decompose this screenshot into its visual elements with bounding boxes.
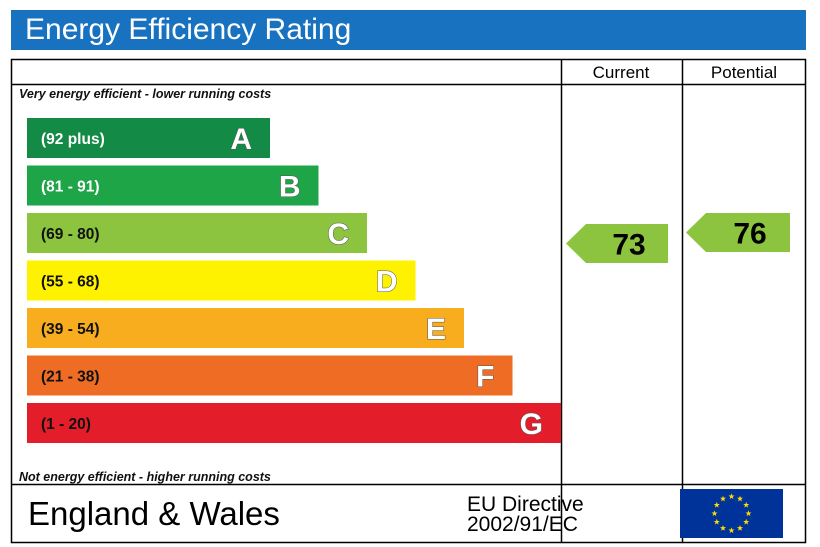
eu-star-icon (719, 525, 727, 531)
band-letter-f: F (476, 361, 494, 394)
eu-star-icon (736, 525, 744, 531)
header-current: Current (593, 63, 650, 82)
directive-line-2: 2002/91/EC (467, 513, 578, 536)
band-e: (39 - 54) E (27, 308, 464, 348)
note-very-efficient: Very energy efficient - lower running co… (19, 87, 271, 101)
current-rating-value: 73 (612, 229, 645, 262)
band-letter-d: D (376, 266, 398, 299)
note-not-efficient: Not energy efficient - higher running co… (19, 470, 271, 484)
current-rating-arrow: 73 (566, 224, 668, 263)
header-potential: Potential (711, 63, 777, 82)
band-b: (81 - 91) B (27, 165, 319, 206)
band-bar-a (27, 118, 270, 158)
band-range-c: (69 - 80) (41, 226, 100, 243)
rating-bands: (92 plus) A (81 - 91) B (69 - 80) C (55 - 68) D… (27, 118, 561, 443)
band-range-b: (81 - 91) (41, 179, 100, 196)
eu-star-icon (713, 518, 720, 525)
band-g: (1 - 20) G (27, 403, 561, 443)
rating-arrows: 73 76 (566, 213, 790, 263)
chart-frame (10, 58, 807, 544)
band-range-g: (1 - 20) (41, 416, 91, 433)
eu-star-icon (713, 501, 720, 508)
band-d: (55 - 68) D (27, 260, 416, 301)
band-c: (69 - 80) C (27, 213, 367, 253)
band-a: (92 plus) A (27, 118, 270, 158)
eu-star-icon (719, 495, 727, 502)
potential-arrow-shape (686, 213, 790, 252)
band-letter-c: C (327, 218, 349, 251)
band-bar-g (27, 403, 561, 443)
band-letter-a: A (230, 123, 252, 156)
chart-title: Energy Efficiency Rating (25, 13, 352, 46)
band-f: (21 - 38) F (27, 355, 513, 396)
eu-star-icon (728, 493, 735, 500)
directive-line-1: EU Directive (467, 493, 584, 516)
band-letter-e: E (426, 313, 446, 346)
eu-star-icon (711, 510, 718, 517)
current-arrow-shape (566, 224, 668, 263)
band-letter-b: B (279, 171, 301, 204)
eu-star-icon (743, 518, 750, 525)
band-range-a: (92 plus) (41, 131, 105, 148)
region-label: England & Wales (28, 495, 280, 532)
band-bar-c (27, 213, 367, 253)
eu-star-icon (745, 510, 752, 517)
eu-flag-icon (680, 489, 783, 538)
eu-star-icon (728, 527, 735, 534)
potential-rating-value: 76 (733, 218, 766, 251)
title-bar: Energy Efficiency Rating (11, 10, 806, 50)
band-range-d: (55 - 68) (41, 274, 100, 291)
band-bar-f (27, 355, 513, 396)
band-range-f: (21 - 38) (41, 369, 100, 386)
band-letter-g: G (520, 408, 543, 441)
eu-star-icon (736, 495, 744, 502)
band-bar-d (27, 260, 416, 301)
band-bar-b (27, 165, 319, 206)
eu-star-icon (743, 501, 750, 508)
band-range-e: (39 - 54) (41, 321, 100, 338)
band-bar-e (27, 308, 464, 348)
potential-rating-arrow: 76 (686, 213, 790, 252)
